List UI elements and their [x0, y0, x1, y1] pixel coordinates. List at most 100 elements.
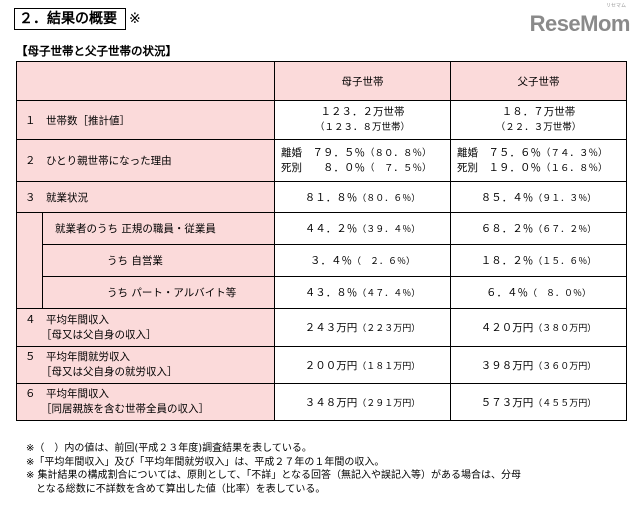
mother-value: ２００万円（１８１万円） [274, 346, 451, 384]
table-row: ４ 平均年間収入 ［母又は父自身の収入］ ２４３万円（２２３万円） ４２０万円（… [16, 308, 627, 347]
logo-text: ReseMom [529, 11, 631, 36]
mother-main: ４３．８％ [304, 287, 358, 299]
mother-value: １２３．２万世帯 （１２３．８万世帯） [274, 100, 451, 140]
father-divorce-prev: （７４．３％） [541, 147, 608, 159]
father-value: ３９８万円（３６０万円） [450, 346, 627, 384]
father-value: ８５．４％（９１．３％） [450, 181, 627, 213]
mother-divorce: 離婚 ７９．５％ [281, 146, 365, 159]
section-title: ２．結果の概要 [14, 8, 126, 30]
row-label: うち パート・アルバイト等 [42, 276, 275, 309]
father-paren: （３８０万円） [533, 324, 597, 334]
table-row: ６ 平均年間収入 ［同居親族を含む世帯全員の収入］ ３４８万円（２９１万円） ５… [16, 383, 627, 421]
mother-bereaved-prev: （ ７．５％） [365, 162, 432, 174]
father-bereaved-prev: （１６．８％） [541, 162, 608, 174]
logo-subtext: リセマム [605, 3, 626, 9]
mother-value: 離婚 ７９．５％（８０．８％） 死別 ８．０％（ ７．５％） [274, 139, 451, 182]
row-label: 就業者のうち 正規の職員・従業員 [42, 212, 275, 245]
father-main: １８．７万世帯 [501, 106, 576, 118]
father-paren: （９１．３％） [533, 193, 597, 204]
footnote: ※（ ）内の値は、前回(平成２３年度)調査結果を表している。 [26, 443, 312, 454]
father-divorce: 離婚 ７５．６％ [457, 146, 541, 159]
mother-paren: （８０．６％） [357, 193, 421, 204]
mother-value: ４３．８％（４７．４％） [274, 276, 451, 309]
footnote: ※ 集計結果の構成割合については、原則として、「不詳」となる回答（無記入や誤記入… [26, 470, 521, 481]
mother-main: ４４．２％ [304, 223, 358, 235]
footnote: ※「平均年間収入」及び「平均年間就労収入」は、平成２７年の１年間の収入。 [26, 456, 385, 468]
row-label: うち 自営業 [42, 244, 275, 277]
mother-value: ２４３万円（２２３万円） [274, 308, 451, 347]
father-main: ８５．４％ [480, 191, 534, 204]
father-main: ４２０万円 [480, 322, 534, 334]
father-paren: （３６０万円） [533, 361, 597, 372]
father-main: ５７３万円 [480, 396, 534, 409]
row-label: １ 世帯数［推計値］ [16, 100, 275, 140]
mother-main: １２３．２万世帯 [320, 106, 405, 118]
father-value: １８．７万世帯 （２２．３万世帯） [450, 100, 627, 140]
footnote: となる総数に不詳数を含めて算出した値（比率）を表している。 [26, 483, 326, 495]
mother-paren: （３９．４％） [357, 225, 421, 235]
row-label: ２ ひとり親世帯になった理由 [16, 139, 275, 182]
mother-main: ２００万円 [304, 359, 358, 372]
row-label: ６ 平均年間収入 ［同居親族を含む世帯全員の収入］ [16, 383, 275, 421]
table-title: 【母子世帯と父子世帯の状況】 [16, 44, 177, 58]
header-father: 父子世帯 [450, 61, 627, 101]
mother-value: ３．４％（ ２．６％） [274, 244, 451, 277]
mother-paren: （１８１万円） [357, 361, 421, 372]
father-value: ５７３万円（４５５万円） [450, 383, 627, 421]
resemom-logo: リセマム ReseMom [518, 2, 631, 38]
table-row: ２ ひとり親世帯になった理由 離婚 ７９．５％（８０．８％） 死別 ８．０％（ … [16, 139, 627, 182]
mother-main: ２４３万円 [304, 322, 358, 334]
header-blank [16, 61, 275, 101]
father-value: 離婚 ７５．６％（７４．３％） 死別 １９．０％（１６．８％） [450, 139, 627, 182]
row-label-main: ４ 平均年間収入 [25, 313, 109, 326]
father-main: ６．４％ [485, 287, 528, 299]
father-value: １８．２％（１５．６％） [450, 244, 627, 277]
father-main: ６８．２％ [480, 223, 534, 235]
mother-paren: （４７．４％） [357, 289, 421, 299]
father-value: ４２０万円（３８０万円） [450, 308, 627, 347]
status-table: 母子世帯 父子世帯 １ 世帯数［推計値］ １２３．２万世帯 （１２３．８万世帯）… [16, 61, 627, 421]
mother-paren: （１２３．８万世帯） [314, 122, 410, 133]
father-main: １８．２％ [480, 255, 534, 267]
footnotes: ※（ ）内の値は、前回(平成２３年度)調査結果を表している。 ※「平均年間収入」… [26, 442, 626, 496]
table-row: １ 世帯数［推計値］ １２３．２万世帯 （１２３．８万世帯） １８．７万世帯 （… [16, 100, 627, 140]
row-indent-spacer [16, 212, 43, 309]
mother-paren: （２９１万円） [357, 398, 421, 409]
mother-main: ３．４％ [309, 255, 352, 267]
mother-main: ３４８万円 [304, 396, 358, 409]
father-paren: （２２．３万世帯） [495, 122, 582, 133]
father-paren: （６７．２％） [533, 225, 597, 235]
row-label-main: ６ 平均年間収入 [25, 388, 109, 400]
header-mother: 母子世帯 [274, 61, 451, 101]
row-label-sub: ［母又は父自身の就労収入］ [41, 366, 178, 378]
row-label-main: ５ 平均年間就労収入 [25, 351, 130, 363]
row-label: ５ 平均年間就労収入 ［母又は父自身の就労収入］ [16, 346, 275, 384]
mother-value: ３４８万円（２９１万円） [274, 383, 451, 421]
table-row: ５ 平均年間就労収入 ［母又は父自身の就労収入］ ２００万円（１８１万円） ３９… [16, 346, 627, 384]
father-paren: （１５．６％） [533, 257, 597, 267]
section-heading: ２．結果の概要 ※ [14, 8, 141, 30]
mother-paren: （ ２．６％） [351, 257, 415, 267]
mother-value: ４４．２％（３９．４％） [274, 212, 451, 245]
table-row: うち 自営業 ３．４％（ ２．６％） １８．２％（１５．６％） [17, 244, 627, 277]
row-label-sub: ［同居親族を含む世帯全員の収入］ [41, 403, 209, 415]
mother-main: ８１．８％ [304, 191, 358, 204]
father-value: ６．４％（ ８．０％） [450, 276, 627, 309]
table-row: うち パート・アルバイト等 ４３．８％（４７．４％） ６．４％（ ８．０％） [17, 276, 627, 309]
father-bereaved: 死別 １９．０％ [457, 161, 541, 174]
row-label-sub: ［母又は父自身の収入］ [41, 328, 157, 341]
father-main: ３９８万円 [480, 359, 534, 372]
father-paren: （ ８．０％） [527, 289, 591, 299]
table-row: 就業者のうち 正規の職員・従業員 ４４．２％（３９．４％） ６８．２％（６７．２… [16, 212, 627, 309]
mother-divorce-prev: （８０．８％） [365, 147, 432, 159]
note-mark: ※ [129, 11, 141, 27]
father-value: ６８．２％（６７．２％） [450, 212, 627, 245]
mother-bereaved: 死別 ８．０％ [281, 161, 365, 174]
mother-paren: （２２３万円） [357, 324, 421, 334]
table-row: ３ 就業状況 ８１．８％（８０．６％） ８５．４％（９１．３％） [16, 181, 627, 213]
mother-value: ８１．８％（８０．６％） [274, 181, 451, 213]
table-header-row: 母子世帯 父子世帯 [16, 61, 627, 101]
father-paren: （４５５万円） [533, 398, 597, 409]
row-label: ３ 就業状況 [16, 181, 275, 213]
row-label: ４ 平均年間収入 ［母又は父自身の収入］ [16, 308, 275, 347]
